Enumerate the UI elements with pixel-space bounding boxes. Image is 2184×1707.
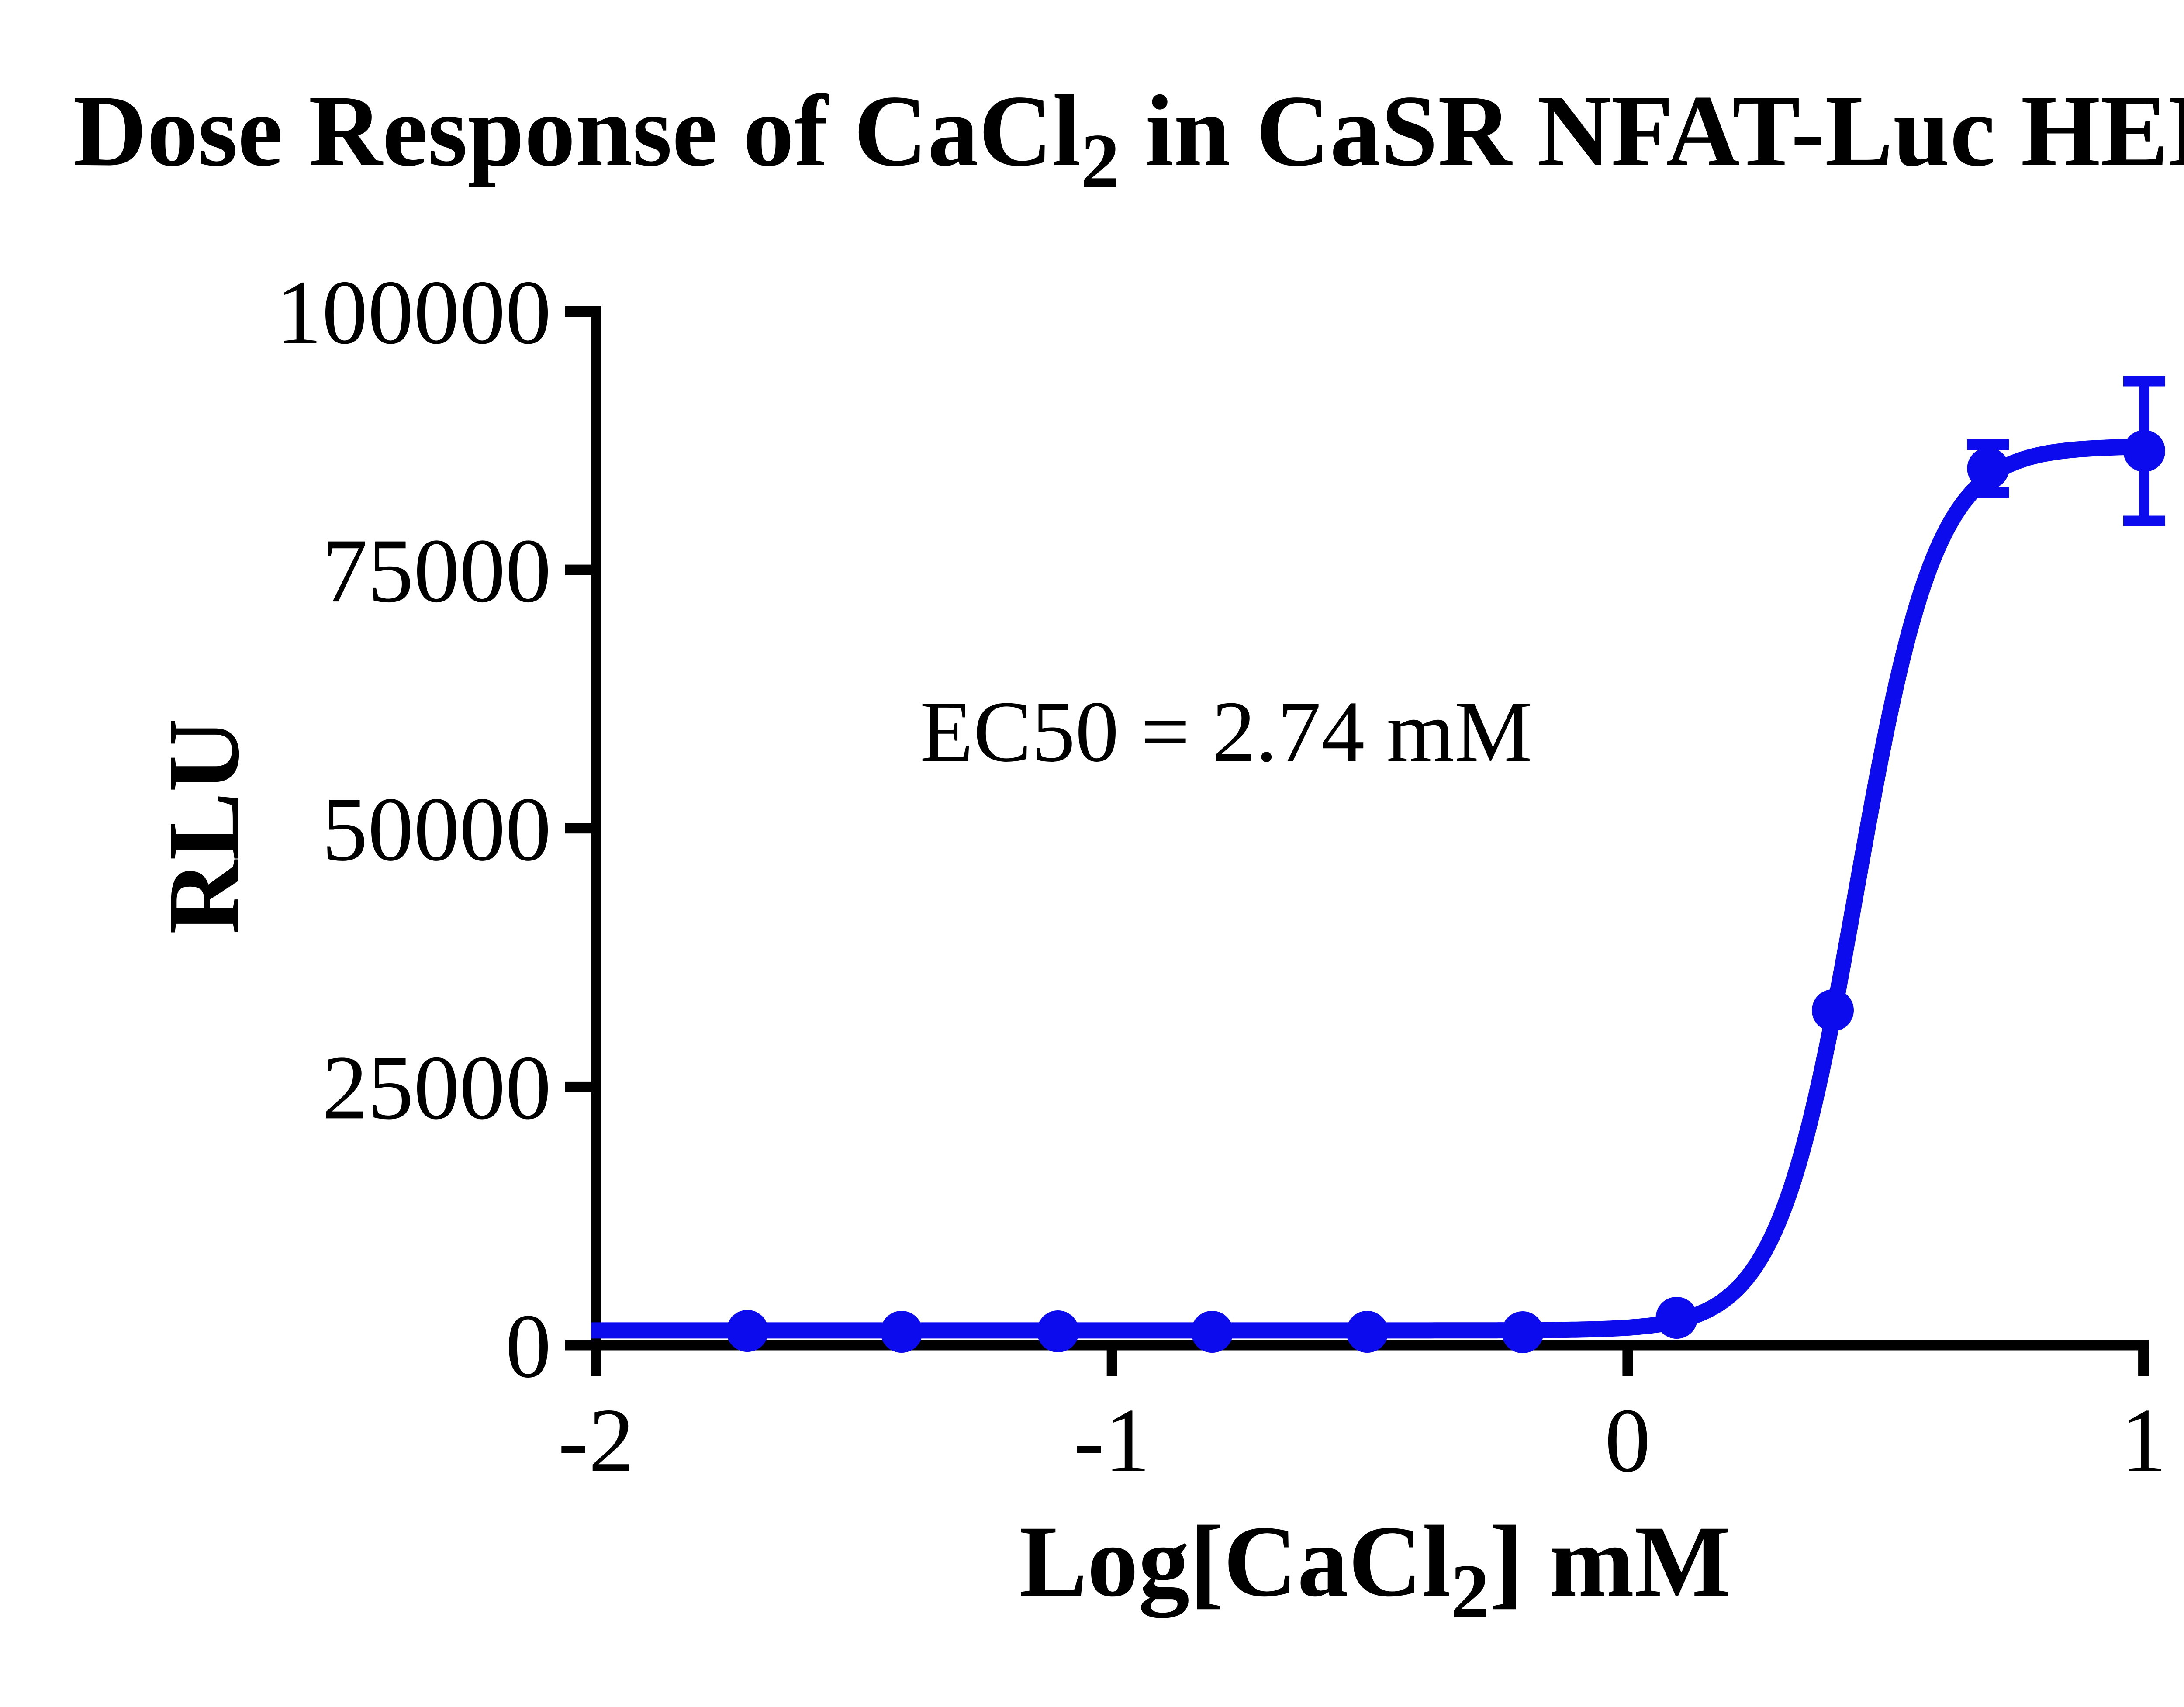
svg-text:100000: 100000 — [276, 262, 551, 363]
svg-text:Dose Response of CaCl2 in CaSR: Dose Response of CaCl2 in CaSR NFAT-Luc … — [73, 66, 2184, 204]
svg-text:EC50 = 2.74 mM: EC50 = 2.74 mM — [920, 684, 1532, 780]
svg-text:Log[CaCl2] mM: Log[CaCl2] mM — [1019, 1504, 1731, 1634]
svg-text:RLU: RLU — [147, 718, 260, 934]
svg-text:-1: -1 — [1074, 1390, 1150, 1491]
svg-text:25000: 25000 — [322, 1037, 551, 1138]
svg-text:0: 0 — [505, 1296, 551, 1397]
svg-text:75000: 75000 — [322, 520, 551, 622]
svg-text:-2: -2 — [558, 1390, 635, 1491]
svg-text:1: 1 — [2121, 1390, 2167, 1491]
svg-text:50000: 50000 — [322, 779, 551, 880]
svg-text:0: 0 — [1605, 1390, 1651, 1491]
